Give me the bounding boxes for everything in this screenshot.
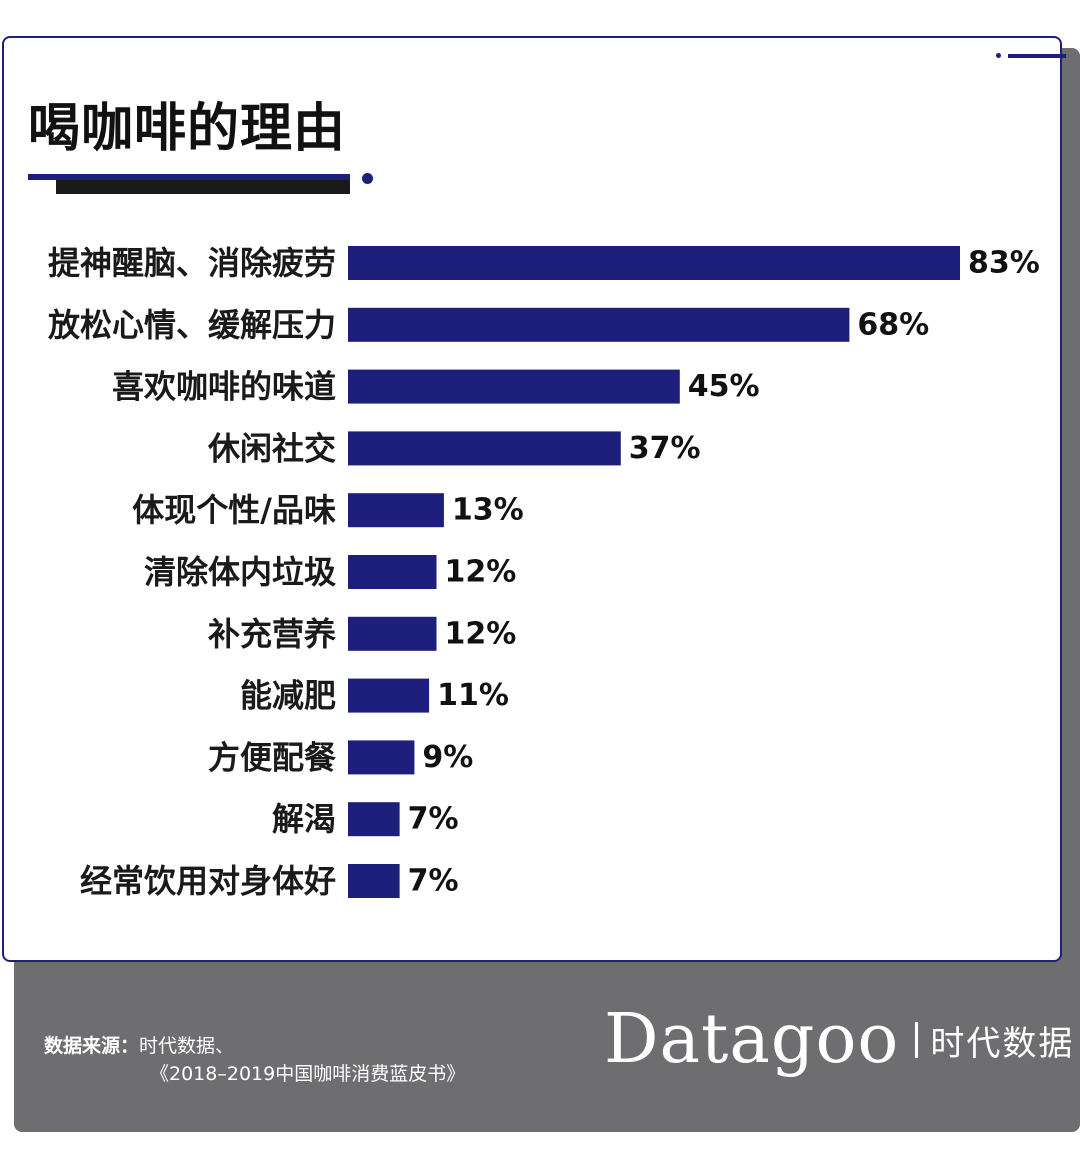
value-label: 45% [688, 369, 760, 404]
bar [348, 616, 437, 651]
bar [348, 555, 437, 589]
brand-separator [915, 1022, 919, 1058]
bar [348, 802, 400, 837]
value-label: 37% [629, 431, 701, 466]
category-label: 能减肥 [240, 677, 336, 715]
value-label: 7% [408, 864, 459, 899]
category-label: 清除体内垃圾 [144, 553, 336, 591]
bar [348, 246, 960, 280]
title-underline-black [56, 180, 350, 194]
category-label: 喜欢咖啡的味道 [112, 368, 336, 406]
brand-name: Datagoo [604, 1000, 900, 1079]
category-label: 解渴 [272, 800, 336, 838]
category-label: 提神醒脑、消除疲劳 [48, 244, 336, 282]
value-label: 9% [422, 740, 473, 775]
bar [348, 493, 444, 528]
source-line2: 《2018–2019中国咖啡消费蓝皮书》 [150, 1063, 466, 1085]
title-underline-blue [28, 174, 350, 180]
category-label: 体现个性/品味 [132, 491, 336, 529]
bar [348, 369, 680, 404]
value-label: 83% [968, 246, 1040, 281]
brand-chinese-name: 时代数据 [930, 1023, 1075, 1064]
category-label: 休闲社交 [207, 429, 336, 467]
bar-chart: 提神醒脑、消除疲劳 83% 放松心情、缓解压力 68% 喜欢咖啡的味道 45% 休闲社交 37… [48, 244, 1040, 900]
category-label: 经常饮用对身体好 [80, 862, 336, 900]
corner-dot-decoration [996, 53, 1001, 58]
source-label: 数据来源： [44, 1035, 140, 1057]
category-label: 补充营养 [208, 615, 336, 653]
value-label: 12% [445, 555, 517, 590]
source-note: 数据来源：时代数据、 《2018–2019中国咖啡消费蓝皮书》 [44, 1032, 465, 1085]
bar [348, 678, 430, 713]
chart-title: 喝咖啡的理由 [28, 99, 347, 159]
value-label: 7% [408, 802, 459, 837]
source-line1: 时代数据、 [139, 1035, 235, 1057]
title-underline-dot [362, 173, 373, 184]
bar [348, 740, 415, 775]
bar [348, 864, 400, 898]
bar [348, 307, 850, 342]
brand-logo: Datagoo 时代数据 [604, 1000, 1074, 1080]
value-label: 12% [445, 616, 517, 651]
value-label: 11% [437, 678, 509, 713]
bar [348, 431, 621, 466]
value-label: 13% [452, 493, 524, 528]
value-label: 68% [857, 307, 929, 342]
category-label: 放松心情、缓解压力 [48, 306, 336, 344]
category-label: 方便配餐 [208, 738, 337, 776]
corner-line-decoration [1008, 54, 1066, 58]
